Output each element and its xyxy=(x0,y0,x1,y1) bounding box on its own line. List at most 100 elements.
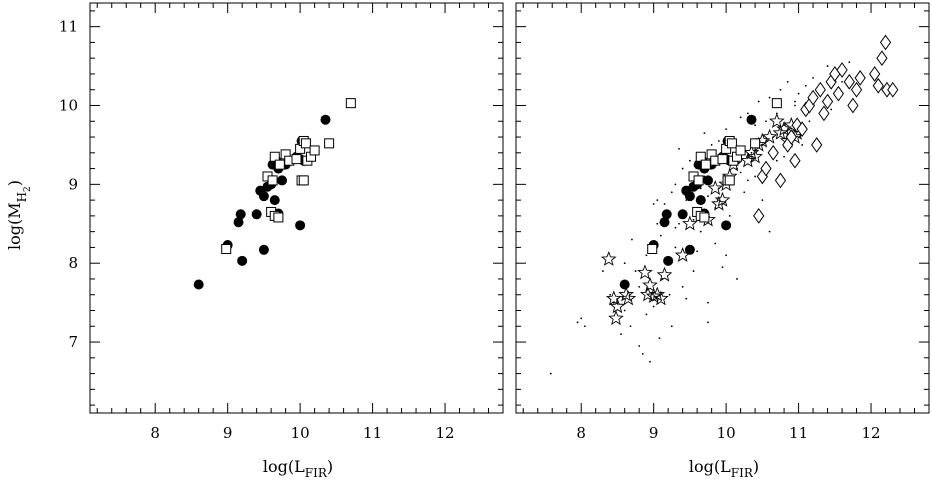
dot-point xyxy=(692,270,695,272)
dot-point xyxy=(721,266,724,269)
left-x-tick-label: 12 xyxy=(435,424,454,442)
dot-point xyxy=(668,293,671,296)
dot-point xyxy=(674,183,677,186)
dot-point xyxy=(576,321,579,324)
open-square-point xyxy=(750,138,761,149)
dot-point xyxy=(641,352,644,355)
dot-point xyxy=(623,309,626,312)
dot-point xyxy=(841,80,843,83)
dot-point xyxy=(714,242,717,245)
dot-point xyxy=(649,360,651,363)
open-diamond-point xyxy=(847,97,859,114)
filled-circle-point xyxy=(619,279,630,290)
open-star-point xyxy=(618,286,634,302)
dot-point xyxy=(656,199,659,202)
dot-point xyxy=(754,124,757,127)
dot-point xyxy=(670,325,673,328)
open-star-point xyxy=(605,290,622,306)
open-diamond-point xyxy=(789,152,801,169)
open-star-point xyxy=(642,277,658,292)
y-axis-label: log(MH2) xyxy=(5,180,33,250)
filled-circle-point xyxy=(684,191,695,202)
dot-point xyxy=(826,65,829,67)
open-star-point xyxy=(637,264,653,280)
dot-point xyxy=(783,124,785,127)
open-diamond-point xyxy=(876,50,888,67)
dot-point xyxy=(786,80,789,83)
dot-point xyxy=(775,159,778,162)
dot-point xyxy=(717,140,720,142)
open-square-point xyxy=(771,98,782,109)
open-square-point xyxy=(324,138,335,149)
open-diamond-point xyxy=(791,117,803,134)
open-square-point xyxy=(717,154,728,165)
open-star-point xyxy=(608,310,624,326)
open-star-point xyxy=(768,113,785,128)
dot-point xyxy=(794,104,796,107)
open-star-point xyxy=(772,124,789,140)
dot-point xyxy=(783,155,785,158)
left-plot-frame xyxy=(89,2,504,414)
open-square-point xyxy=(693,175,704,186)
right-x-tick-label: 12 xyxy=(861,424,880,442)
dot-point xyxy=(848,61,851,64)
open-diamond-point xyxy=(879,34,892,51)
dot-point xyxy=(681,285,684,288)
filled-circle-point xyxy=(295,220,306,231)
open-square-point xyxy=(700,159,711,170)
left-y-tick-label: 11 xyxy=(59,18,78,36)
filled-circle-point xyxy=(258,244,269,255)
filled-circle-point xyxy=(746,114,757,125)
dot-point xyxy=(663,203,666,205)
dot-point xyxy=(631,238,633,241)
open-square-point xyxy=(300,138,311,149)
dot-point xyxy=(739,171,742,174)
dot-point xyxy=(656,222,659,225)
filled-circle-point xyxy=(721,220,732,231)
left-y-tick-label: 10 xyxy=(59,97,78,115)
open-square-point xyxy=(699,212,710,223)
open-diamond-point xyxy=(832,85,845,102)
dot-point xyxy=(746,179,749,182)
dot-point xyxy=(707,301,709,304)
dot-point xyxy=(779,88,782,91)
dot-point xyxy=(707,321,709,324)
filled-circle-point xyxy=(258,191,269,202)
filled-circle-point xyxy=(677,209,688,220)
dot-point xyxy=(739,116,742,119)
dot-point xyxy=(761,199,764,202)
open-diamond-point xyxy=(850,81,863,98)
filled-circle-point xyxy=(277,175,288,186)
dot-point xyxy=(660,234,662,237)
open-star-point xyxy=(600,251,617,266)
open-diamond-point xyxy=(753,208,765,224)
right-x-tick-label: 11 xyxy=(789,424,808,442)
dot-point xyxy=(725,128,728,131)
open-square-point xyxy=(724,175,735,186)
dot-point xyxy=(658,337,661,339)
dot-point xyxy=(674,246,677,249)
dot-point xyxy=(652,305,655,308)
dot-point xyxy=(699,230,702,233)
left-y-tick-label: 9 xyxy=(68,175,78,193)
dot-point xyxy=(602,270,604,272)
left-x-tick-label: 10 xyxy=(291,424,310,442)
open-square-point xyxy=(291,154,302,165)
open-star-point xyxy=(743,144,760,160)
dot-point xyxy=(652,203,655,205)
dot-point xyxy=(674,226,677,229)
dot-point xyxy=(707,195,709,198)
dot-point xyxy=(768,230,771,233)
open-diamond-point xyxy=(887,81,899,98)
dot-point xyxy=(746,112,749,115)
x-axis-label-left: log(LFIR) xyxy=(263,457,333,480)
open-diamond-point xyxy=(811,137,823,153)
open-diamond-point xyxy=(818,105,830,122)
open-star-point xyxy=(740,152,756,168)
open-diamond-point xyxy=(869,66,881,82)
dot-point xyxy=(750,151,753,154)
open-diamond-point xyxy=(796,121,808,138)
dot-point xyxy=(812,77,814,79)
filled-circle-point xyxy=(659,217,670,228)
